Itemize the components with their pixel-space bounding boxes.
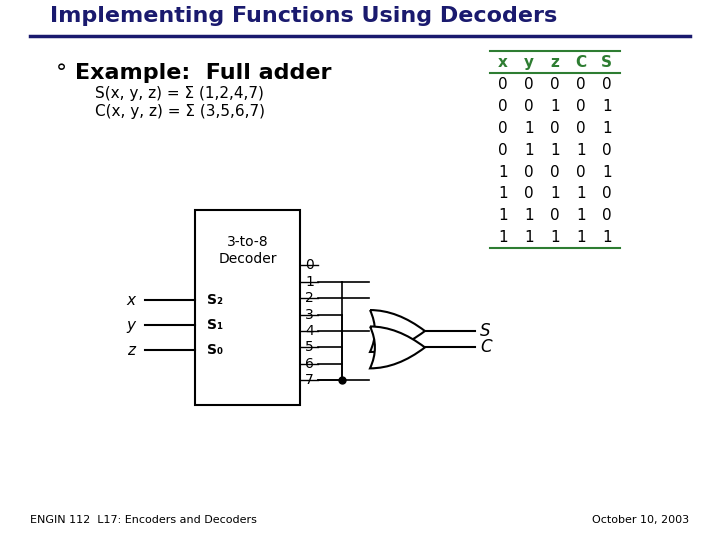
Text: z: z [127,343,135,358]
Text: S₀: S₀ [207,343,223,357]
PathPatch shape [370,327,425,368]
Text: 0: 0 [602,186,611,201]
Text: 0: 0 [550,120,559,136]
Text: 0: 0 [524,99,534,113]
Text: 1: 1 [524,208,534,224]
Text: S₁: S₁ [207,318,223,332]
Text: 0: 0 [602,143,611,158]
Text: 1: 1 [305,275,314,289]
Text: 2: 2 [305,291,314,305]
Text: 0: 0 [498,120,508,136]
Text: 1: 1 [550,186,559,201]
Text: y: y [523,55,534,70]
Text: 0: 0 [550,208,559,224]
Text: y: y [126,318,135,333]
Text: ENGIN 112  L17: Encoders and Decoders: ENGIN 112 L17: Encoders and Decoders [30,515,257,525]
Text: 3-to-8
Decoder: 3-to-8 Decoder [218,235,277,266]
Text: 3: 3 [305,308,314,322]
Text: Implementing Functions Using Decoders: Implementing Functions Using Decoders [50,6,558,26]
Bar [195,211,300,405]
Text: 1: 1 [576,208,585,224]
Text: 1: 1 [498,165,508,179]
Text: 0: 0 [576,77,585,92]
Text: S₂: S₂ [207,293,223,307]
Text: 0: 0 [305,258,314,272]
Text: x: x [126,293,135,308]
Text: 0: 0 [498,99,508,113]
Text: 1: 1 [576,186,585,201]
Text: x: x [498,55,508,70]
Text: 0: 0 [576,99,585,113]
Text: 6: 6 [305,357,314,371]
Text: C: C [575,55,586,70]
Text: C: C [480,339,492,356]
Text: 0: 0 [550,77,559,92]
Text: S(x, y, z) = Σ (1,2,4,7): S(x, y, z) = Σ (1,2,4,7) [95,86,264,100]
PathPatch shape [370,310,425,352]
Text: z: z [550,55,559,70]
Text: 7: 7 [305,373,314,387]
Text: 1: 1 [602,120,611,136]
Text: 1: 1 [602,99,611,113]
Text: S: S [480,322,490,340]
Text: 0: 0 [498,77,508,92]
Text: 4: 4 [305,324,314,338]
Text: 1: 1 [602,231,611,246]
Text: 0: 0 [524,77,534,92]
Text: 0: 0 [576,165,585,179]
Text: 1: 1 [498,208,508,224]
Text: October 10, 2003: October 10, 2003 [593,515,690,525]
Text: 0: 0 [524,186,534,201]
Text: 5: 5 [305,340,314,354]
Text: C(x, y, z) = Σ (3,5,6,7): C(x, y, z) = Σ (3,5,6,7) [95,104,266,119]
Text: 1: 1 [550,231,559,246]
Text: S: S [601,55,612,70]
Text: 1: 1 [550,99,559,113]
Text: 1: 1 [576,231,585,246]
Text: 0: 0 [602,77,611,92]
Text: 1: 1 [602,165,611,179]
Text: 0: 0 [524,165,534,179]
Text: 0: 0 [602,208,611,224]
Text: 1: 1 [576,143,585,158]
Text: Example:  Full adder: Example: Full adder [76,63,332,83]
Text: 1: 1 [550,143,559,158]
Text: 1: 1 [524,231,534,246]
Text: 1: 1 [524,143,534,158]
Text: 1: 1 [524,120,534,136]
Text: 1: 1 [498,231,508,246]
Text: °: ° [55,63,66,83]
Text: 0: 0 [498,143,508,158]
Text: 0: 0 [576,120,585,136]
Text: 0: 0 [550,165,559,179]
Text: 1: 1 [498,186,508,201]
